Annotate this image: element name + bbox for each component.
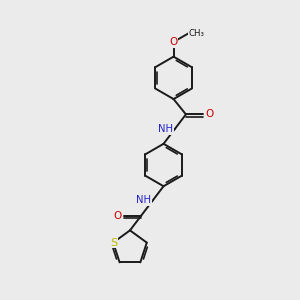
Text: NH: NH <box>136 195 151 205</box>
Text: CH₃: CH₃ <box>188 28 204 38</box>
Text: O: O <box>113 211 122 221</box>
Text: O: O <box>206 110 214 119</box>
Text: S: S <box>110 238 117 248</box>
Text: O: O <box>169 37 178 47</box>
Text: NH: NH <box>158 124 173 134</box>
